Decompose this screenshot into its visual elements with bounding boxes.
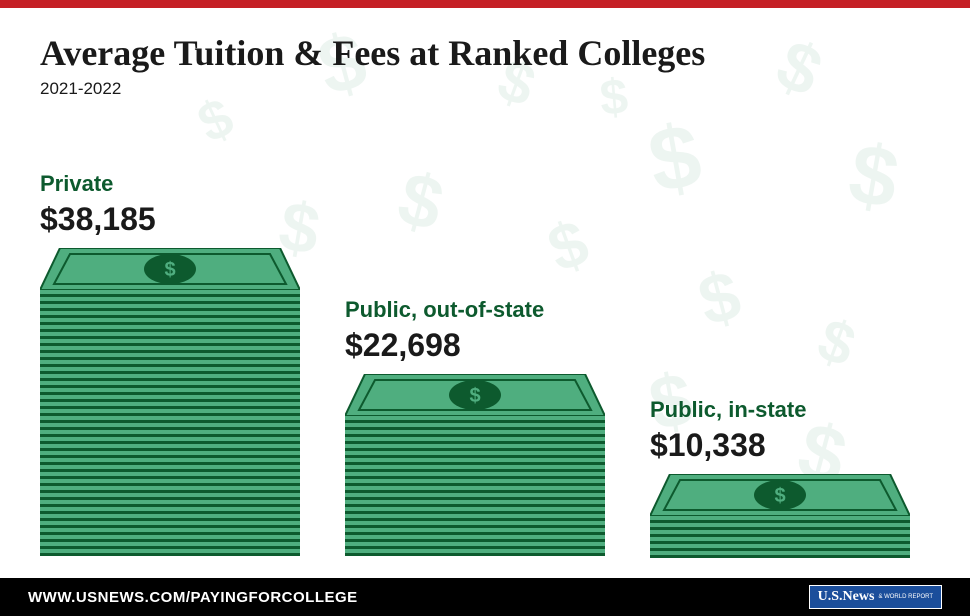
footer-url: WWW.USNEWS.COM/PAYINGFORCOLLEGE: [28, 589, 358, 606]
money-stack-icon: $: [650, 474, 910, 558]
svg-text:$: $: [774, 485, 785, 507]
stack-value-label: $10,338: [650, 427, 766, 464]
stack-category-label: Private: [40, 171, 113, 197]
money-stack-group: Public, in-state $10,338 $: [650, 397, 930, 558]
stack-category-label: Public, out-of-state: [345, 297, 544, 323]
stack-body: [345, 416, 605, 558]
stack-value-label: $22,698: [345, 327, 461, 364]
main-content-area: $ $ $ $ $ $ $ $ $ $ $ $ $ $ Average Tuit…: [0, 8, 970, 578]
stack-body: [650, 516, 910, 558]
dollar-bill-icon: $: [345, 374, 605, 416]
money-stack-icon: $: [40, 248, 300, 558]
money-stack-group: Private $38,185 $: [40, 171, 320, 558]
svg-text:$: $: [469, 385, 480, 407]
money-stack-icon: $: [345, 374, 605, 558]
dollar-bill-icon: $: [650, 474, 910, 516]
stack-value-label: $38,185: [40, 201, 156, 238]
dollar-bill-icon: $: [40, 248, 300, 290]
money-stack-group: Public, out-of-state $22,698 $: [345, 297, 625, 558]
top-accent-bar: [0, 0, 970, 8]
infographic-title: Average Tuition & Fees at Ranked College…: [40, 32, 930, 75]
content-wrapper: Average Tuition & Fees at Ranked College…: [0, 8, 970, 578]
stack-category-label: Public, in-state: [650, 397, 806, 423]
svg-text:$: $: [164, 259, 175, 281]
money-stacks-row: Private $38,185 $ Public, out-of-state $22…: [40, 171, 930, 558]
footer-bar: WWW.USNEWS.COM/PAYINGFORCOLLEGE U.S.News…: [0, 578, 970, 616]
infographic-subtitle: 2021-2022: [40, 79, 930, 99]
stack-body: [40, 290, 300, 558]
usnews-logo: U.S.News & WORLD REPORT: [809, 585, 942, 609]
usnews-logo-subtext: & WORLD REPORT: [878, 594, 933, 600]
usnews-logo-text: U.S.News: [818, 589, 875, 605]
